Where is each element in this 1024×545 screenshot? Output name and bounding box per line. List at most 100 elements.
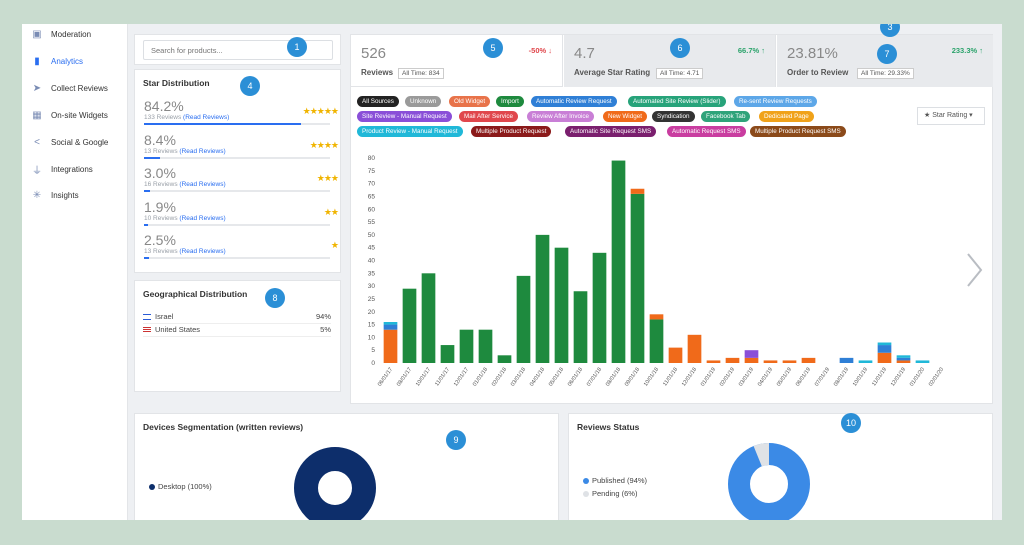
bar-segment[interactable]	[535, 234, 550, 363]
chevron-right-icon[interactable]	[963, 250, 985, 290]
bar-segment[interactable]	[839, 357, 854, 363]
bar-segment[interactable]	[459, 329, 474, 363]
sidebar-item-onsite-widgets[interactable]: ▦ On-site Widgets	[30, 105, 126, 125]
star-bar-fill	[144, 123, 301, 125]
bar-segment[interactable]	[421, 273, 436, 363]
source-chip[interactable]: Multiple Product Request SMS	[750, 126, 846, 137]
bar-segment[interactable]	[706, 360, 721, 363]
sidebar-item-collect-reviews[interactable]: ➤ Collect Reviews	[30, 78, 126, 98]
bar-segment[interactable]	[896, 355, 911, 358]
bar-segment[interactable]	[611, 160, 626, 363]
bar-segment[interactable]	[858, 360, 873, 363]
sidebar: ▣ Moderation ▮ Analytics ➤ Collect Revie…	[22, 24, 128, 520]
bar-segment[interactable]	[915, 360, 930, 363]
bar-segment[interactable]	[877, 342, 892, 346]
bar-segment[interactable]	[383, 324, 398, 330]
source-chip[interactable]: Facebook Tab	[701, 111, 751, 122]
bar-segment[interactable]	[725, 357, 740, 363]
x-tick-label: 10/01/19	[852, 367, 869, 388]
annotation-badge: 10	[841, 413, 861, 433]
y-tick-label: 50	[368, 232, 376, 239]
sidebar-item-analytics[interactable]: ▮ Analytics	[30, 51, 126, 71]
bar-segment[interactable]	[896, 357, 911, 361]
annotation-badge: 6	[670, 38, 690, 58]
source-chip[interactable]: Automatic Site Request SMS	[565, 126, 657, 137]
bar-segment[interactable]	[687, 334, 702, 363]
sidebar-item-moderation[interactable]: ▣ Moderation	[30, 24, 126, 44]
source-chip[interactable]: Unknown	[405, 96, 442, 107]
source-chip[interactable]: Mail After Service	[459, 111, 518, 122]
source-chip[interactable]: Automatic Request SMS	[667, 126, 746, 137]
star-reviews-count: 13 Reviews (Read Reviews)	[144, 248, 226, 255]
source-chip[interactable]: Automatic Review Request	[531, 96, 617, 107]
read-reviews-link[interactable]: (Read Reviews)	[179, 181, 226, 188]
read-reviews-link[interactable]: (Read Reviews)	[183, 114, 230, 121]
y-tick-label: 5	[371, 347, 375, 354]
geo-panel: Geographical Distribution Israel 94% Uni…	[134, 280, 341, 392]
source-chip[interactable]: All Sources	[357, 96, 399, 107]
star-bar-fill	[144, 190, 150, 192]
read-reviews-link[interactable]: (Read Reviews)	[179, 147, 226, 155]
star-percent: 2.5%	[144, 232, 176, 248]
bar-segment[interactable]	[744, 350, 759, 358]
bar-segment[interactable]	[649, 319, 664, 363]
bar-segment[interactable]	[573, 291, 588, 363]
kpi-change: 233.3% ↑	[951, 46, 983, 55]
bar-segment[interactable]	[497, 355, 512, 363]
kpi-reviews[interactable]: 526 Reviews All Time: 834 -50% ↓	[351, 35, 563, 87]
bar-segment[interactable]	[402, 288, 417, 363]
bar-segment[interactable]	[383, 322, 398, 325]
read-reviews-link[interactable]: (Read Reviews)	[179, 248, 226, 255]
star-rating-icon: ★★★★★	[302, 106, 339, 116]
annotation-badge: 9	[446, 430, 466, 450]
source-chip[interactable]: Review After Invoice	[527, 111, 595, 122]
read-reviews-link[interactable]: (Read Reviews)	[179, 214, 226, 222]
source-chip[interactable]: Old Widget	[449, 96, 491, 107]
bar-segment[interactable]	[630, 193, 645, 363]
bar-segment[interactable]	[877, 352, 892, 363]
bar-segment[interactable]	[440, 345, 455, 363]
x-tick-label: 04/01/18	[529, 367, 546, 388]
source-chip[interactable]: Re-sent Review Requests	[734, 96, 817, 107]
bar-segment[interactable]	[649, 314, 664, 320]
panel-title: Geographical Distribution	[143, 289, 248, 299]
y-tick-label: 60	[368, 206, 376, 213]
source-chip[interactable]: Automated Site Review (Slider)	[628, 96, 726, 107]
source-chip[interactable]: New Widget	[603, 111, 647, 122]
star-rating-icon: ★★★	[316, 173, 339, 183]
x-tick-label: 07/01/18	[586, 367, 603, 388]
x-tick-label: 02/01/19	[719, 367, 736, 388]
bar-segment[interactable]	[668, 347, 683, 363]
bar-segment[interactable]	[478, 329, 493, 363]
sidebar-item-insights[interactable]: ✳ Insights	[30, 185, 126, 205]
bar-segment[interactable]	[592, 252, 607, 363]
bar-segment[interactable]	[630, 188, 645, 194]
sidebar-item-social-google[interactable]: < Social & Google	[30, 132, 126, 152]
bar-segment[interactable]	[744, 357, 759, 363]
star-rating-dropdown[interactable]: ★ Star Rating ▾	[917, 107, 985, 125]
bar-chart-icon: ▮	[34, 55, 40, 67]
source-chip[interactable]: Multiple Product Request	[471, 126, 552, 137]
bar-segment[interactable]	[782, 360, 797, 363]
search-input[interactable]	[143, 40, 333, 60]
source-chip[interactable]: Syndication	[652, 111, 695, 122]
kpi-average-rating[interactable]: 4.7 Average Star Rating All Time: 4.71 6…	[564, 35, 776, 87]
country-name: United States	[155, 325, 201, 334]
source-chip[interactable]: Import	[496, 96, 524, 107]
bar-segment[interactable]	[554, 247, 569, 363]
x-tick-label: 05/01/19	[776, 367, 793, 388]
insights-icon: ✳	[32, 189, 42, 201]
x-tick-label: 01/01/18	[472, 367, 489, 388]
x-tick-label: 06/01/18	[567, 367, 584, 388]
bar-segment[interactable]	[516, 275, 531, 363]
bar-segment[interactable]	[801, 357, 816, 363]
annotation-badge: 7	[877, 44, 897, 64]
source-chip[interactable]: Site Review - Manual Request	[357, 111, 452, 122]
source-chip[interactable]: Product Review - Manual Request	[357, 126, 463, 137]
bar-segment[interactable]	[763, 360, 778, 363]
sidebar-item-integrations[interactable]: ⏚ Integrations	[30, 159, 126, 179]
source-chip[interactable]: Dedicated Page	[759, 111, 814, 122]
bar-segment[interactable]	[877, 345, 892, 353]
bar-segment[interactable]	[383, 329, 398, 363]
bar-segment[interactable]	[896, 360, 911, 363]
